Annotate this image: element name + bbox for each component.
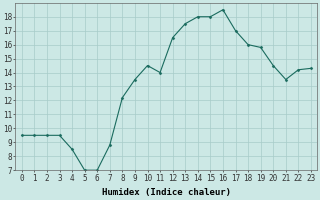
X-axis label: Humidex (Indice chaleur): Humidex (Indice chaleur) — [102, 188, 231, 197]
